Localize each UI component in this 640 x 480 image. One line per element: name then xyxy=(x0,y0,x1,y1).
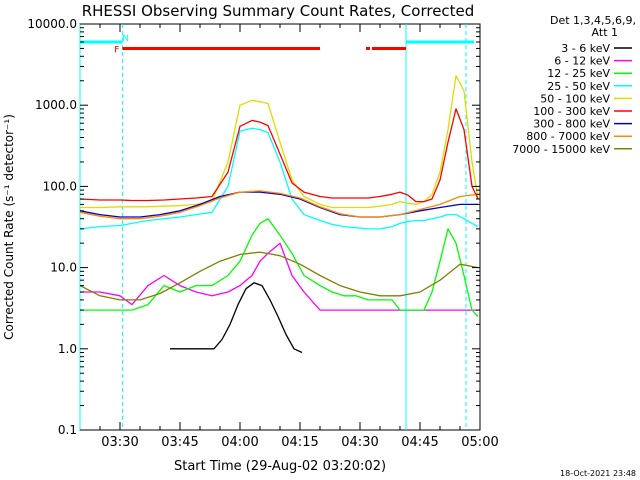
y-tick-label-4: 1000.0 xyxy=(35,98,77,112)
legend-header-att: Att 1 xyxy=(592,26,618,39)
series-line-5 xyxy=(79,108,479,203)
series-line-3 xyxy=(79,127,479,230)
flag-label-N: N xyxy=(122,34,129,44)
x-tick-label-1: 03:45 xyxy=(161,435,198,450)
flag-label-F: F xyxy=(114,45,119,55)
x-tick-label-0: 03:30 xyxy=(101,435,138,450)
legend-label-2: 12 - 25 keV xyxy=(547,67,610,80)
cyan-marker-lines xyxy=(79,24,467,430)
flag-bars: FN xyxy=(80,34,474,55)
x-tick-label-3: 04:15 xyxy=(281,435,318,450)
legend-label-5: 100 - 300 keV xyxy=(533,105,610,118)
y-tick-label-3: 100.0 xyxy=(43,179,77,193)
series-line-0 xyxy=(170,282,303,354)
x-tick-label-2: 04:00 xyxy=(221,435,258,450)
y-axis-label: Corrected Count Rate (s⁻¹ detector⁻¹) xyxy=(2,114,16,340)
legend-label-3: 25 - 50 keV xyxy=(547,80,610,93)
series-line-4 xyxy=(80,75,479,209)
x-axis: 03:30 03:45 04:00 04:15 04:30 04:45 05:00 xyxy=(99,24,499,450)
y-tick-label-0: 0.1 xyxy=(58,423,77,437)
y-tick-label-2: 10.0 xyxy=(50,261,77,275)
legend-label-1: 6 - 12 keV xyxy=(554,55,610,68)
legend-label-6: 300 - 800 keV xyxy=(533,118,610,131)
x-tick-label-5: 04:45 xyxy=(401,435,438,450)
chart-title: RHESSI Observing Summary Count Rates, Co… xyxy=(82,2,475,20)
plot-frame xyxy=(79,23,481,431)
legend-label-0: 3 - 6 keV xyxy=(561,42,610,55)
footer-timestamp: 18-Oct-2021 23:48 xyxy=(560,469,636,478)
legend-label-8: 7000 - 15000 keV xyxy=(512,143,610,156)
x-tick-label-6: 05:00 xyxy=(461,435,498,450)
legend-label-4: 50 - 100 keV xyxy=(540,92,610,105)
series-line-2 xyxy=(80,218,479,317)
y-tick-label-1: 1.0 xyxy=(58,342,77,356)
legend-header: Det 1,3,4,5,6,9, xyxy=(550,14,636,27)
series-line-6 xyxy=(79,191,478,218)
y-axis: 0.1 1.0 10.0 100.0 1000.0 10000.0 xyxy=(27,17,480,437)
x-axis-label: Start Time (29-Aug-02 03:20:02) xyxy=(174,459,386,474)
series-line-1 xyxy=(80,242,478,311)
series-line-7 xyxy=(79,190,479,220)
series-line-8 xyxy=(79,251,479,301)
series-lines xyxy=(79,75,479,354)
y-tick-label-5: 10000.0 xyxy=(27,17,77,31)
legend-label-7: 800 - 7000 keV xyxy=(526,130,610,143)
x-tick-label-4: 04:30 xyxy=(341,435,378,450)
